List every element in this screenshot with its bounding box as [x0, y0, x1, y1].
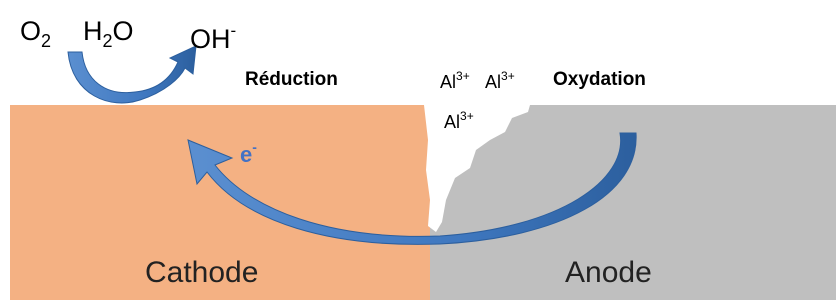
- o2-formula: O2: [20, 16, 51, 51]
- oh-symbol: OH: [190, 24, 231, 54]
- h2o-o: O: [113, 16, 134, 46]
- o2-subscript: 2: [41, 31, 51, 51]
- electron-symbol: e: [240, 142, 252, 167]
- oh-charge: -: [231, 21, 237, 40]
- h2o-formula: H2O: [83, 16, 134, 51]
- ion-symbol: Al: [444, 112, 460, 132]
- reduction-arrow: [68, 46, 196, 103]
- ion-charge: 3+: [456, 69, 470, 83]
- h2o-subscript: 2: [103, 31, 113, 51]
- ion-charge: 3+: [501, 69, 515, 83]
- corrosion-diagram: O2 H2O OH- Réduction Oxydation Al3+ Al3+…: [0, 0, 836, 300]
- ion-symbol: Al: [440, 72, 456, 92]
- reduction-label: Réduction: [245, 69, 338, 90]
- ion: Al3+: [485, 69, 515, 92]
- ion-charge: 3+: [460, 109, 474, 123]
- anode-label: Anode: [565, 256, 652, 289]
- electron-charge: -: [252, 139, 257, 155]
- oxidation-label: Oxydation: [553, 69, 646, 90]
- h2o-h: H: [83, 16, 103, 46]
- o2-element: O: [20, 16, 41, 46]
- oh-formula: OH-: [190, 21, 236, 54]
- ion: Al3+: [440, 69, 470, 92]
- cathode-label: Cathode: [145, 256, 258, 289]
- ion-symbol: Al: [485, 72, 501, 92]
